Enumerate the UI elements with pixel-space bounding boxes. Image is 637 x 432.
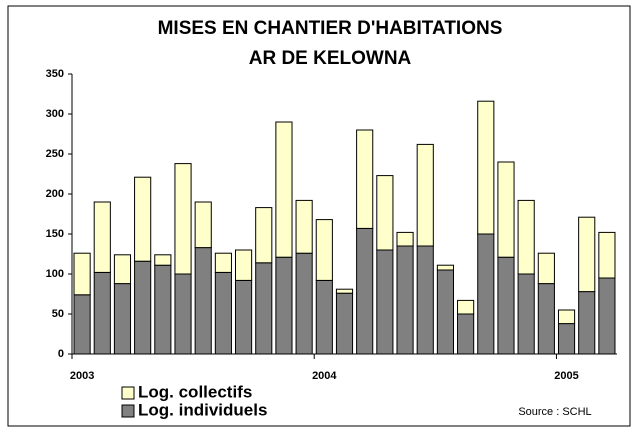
source-note: Source : SCHL [518,406,591,418]
bar-segment [194,201,212,249]
bar-segment [315,219,333,281]
legend-label: Log. collectifs [138,382,252,401]
bar-segment [295,252,313,355]
bar-segment [457,313,475,355]
bar-segment [396,231,414,247]
bar-segment [598,231,616,279]
bar-segment [315,279,333,355]
bar-segment [557,323,576,355]
bar-segment [396,245,414,355]
y-tick-label: 200 [46,188,64,200]
y-tick-label: 300 [46,108,64,120]
legend-swatch [121,404,135,418]
bar-segment [113,254,132,285]
x-tick-label: 2003 [70,370,94,382]
bar-segment [255,207,273,264]
bar-segment [174,273,192,355]
bar-segment [73,252,91,296]
bar-segment [517,273,535,355]
bar-segment [235,279,253,355]
y-tick-label: 0 [58,348,64,360]
bar-segment [275,121,293,258]
bar-segment [517,199,535,275]
legend-label: Log. individuels [138,400,267,419]
bar-segment [73,294,91,355]
bar-segment [376,175,394,251]
bar-segment [295,199,313,254]
bar-segment [174,163,192,275]
y-tick-label: 100 [46,268,64,280]
bar-segment [578,216,596,293]
bar-segment [497,256,515,355]
bar-segment [356,227,374,355]
bar-segment [436,269,454,355]
bar-segment [578,291,596,355]
y-tick-label: 250 [46,148,64,160]
y-tick-label: 350 [46,68,64,80]
x-tick-label: 2004 [312,370,337,382]
bar-segment [497,161,515,258]
bar-segment [214,252,232,273]
bar-segment [113,283,132,355]
bar-segment [93,271,111,355]
bar-segment [154,264,172,355]
y-tick-label: 150 [46,228,64,240]
bar-segment [436,264,454,271]
bar-segment [537,252,555,285]
bar-segment [477,233,495,355]
bar-segment [477,100,495,235]
bar-segment [134,176,152,262]
bar-segment [376,249,394,355]
bar-segment [134,260,152,355]
bar-segment [416,245,434,355]
bar-segment [335,292,354,355]
bar-segment [235,249,253,281]
bar-segment [356,129,374,229]
bar-segment [416,143,434,247]
bar-segment [154,254,172,266]
chart-title: AR DE KELOWNA [249,48,412,69]
bar-segment [194,247,212,355]
bar-segment [93,201,111,273]
bar-segment [598,277,616,355]
bar-segment [457,299,475,315]
bar-segment [537,283,555,355]
bar-segment [255,262,273,355]
bar-segment [214,271,232,355]
bar-segment [275,256,293,355]
chart-title: MISES EN CHANTIER D'HABITATIONS [158,18,503,39]
legend-swatch [121,386,135,400]
y-tick-label: 50 [52,308,64,320]
x-tick-label: 2005 [554,370,578,382]
bar-segment [557,309,576,325]
bar-segment [335,288,354,294]
